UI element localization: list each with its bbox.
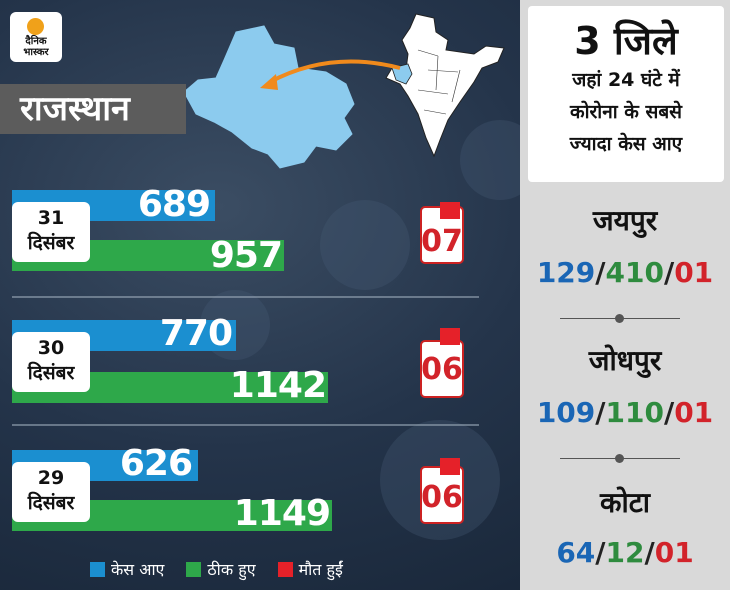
legend-item-cases: केस आए [90, 558, 164, 580]
district-recovered: 12 [605, 536, 645, 569]
district-cases: 109 [536, 396, 596, 429]
deaths-flag-icon [440, 202, 460, 219]
district-cases: 64 [556, 536, 596, 569]
date-day: 30 [37, 337, 65, 359]
separator-dot [615, 314, 624, 323]
legend-label: मौत हुईं [298, 560, 343, 579]
state-title-band [0, 84, 186, 134]
district-count: 3 जिले [574, 19, 678, 63]
deaths-value: 06 [421, 480, 463, 515]
legend-item-deaths: मौत हुईं [277, 558, 343, 580]
date-day: 31 [37, 207, 65, 229]
legend-swatch-red [277, 561, 293, 577]
date-month: दिसंबर [27, 362, 75, 384]
state-title: राजस्थान [20, 89, 130, 129]
separator-dot [615, 454, 624, 463]
district-recovered: 410 [605, 256, 664, 289]
recovered-value: 1149 [233, 493, 331, 534]
virus-decoration [320, 200, 410, 290]
recovered-value: 1142 [229, 365, 327, 406]
row-separator [12, 296, 479, 298]
district-name: कोटा [599, 486, 651, 519]
legend-label: ठीक हुए [207, 560, 256, 579]
deaths-box [420, 466, 464, 524]
date-month: दिसंबर [27, 232, 75, 254]
deaths-flag-icon [440, 458, 460, 475]
district-recovered: 110 [605, 396, 664, 429]
legend-item-recovered: ठीक हुए [186, 558, 256, 580]
pointer-arrow-icon [260, 59, 401, 90]
deaths-value: 07 [421, 224, 463, 259]
deaths-value: 06 [421, 352, 463, 387]
date-label: 31 दिसंबर [12, 202, 90, 262]
rajasthan-map-icon [183, 25, 355, 169]
deaths-flag-icon [440, 328, 460, 345]
header-line: कोरोना के सबसे [569, 101, 683, 123]
dainik-bhaskar-logo: दैनिक भास्कर [10, 12, 62, 62]
district-deaths: 01 [674, 256, 714, 289]
district-stats: 109/110/01 [536, 396, 714, 429]
district-stats: 129/410/01 [536, 256, 714, 289]
district-name: जयपुर [592, 204, 658, 237]
logo-line2: भास्कर [23, 47, 49, 58]
legend: केस आए ठीक हुए मौत हुईं [90, 556, 343, 582]
date-label: 29 दिसंबर [12, 462, 90, 522]
cases-value: 689 [137, 184, 211, 225]
logo-line1: दैनिक [25, 36, 47, 47]
date-month: दिसंबर [27, 492, 75, 514]
cases-value: 770 [159, 313, 233, 354]
header-line: जहां 24 घंटे में [572, 69, 680, 91]
legend-label: केस आए [111, 560, 165, 579]
recovered-value: 957 [209, 235, 283, 276]
district-stats: 64/12/01 [556, 536, 694, 569]
logo-sun-icon [27, 18, 44, 35]
district-cases: 129 [536, 256, 596, 289]
legend-swatch-green [186, 561, 202, 577]
district-deaths: 01 [654, 536, 694, 569]
deaths-box [420, 340, 464, 398]
district-panel-header: 3 जिले जहां 24 घंटे में कोरोना के सबसे ज… [528, 6, 724, 182]
cases-value: 626 [119, 443, 193, 484]
date-label: 30 दिसंबर [12, 332, 90, 392]
date-day: 29 [37, 467, 65, 489]
header-line: ज्यादा केस आए [569, 133, 683, 155]
row-separator [12, 424, 479, 426]
district-name: जोधपुर [588, 344, 662, 377]
legend-swatch-blue [90, 561, 105, 577]
district-deaths: 01 [674, 396, 714, 429]
